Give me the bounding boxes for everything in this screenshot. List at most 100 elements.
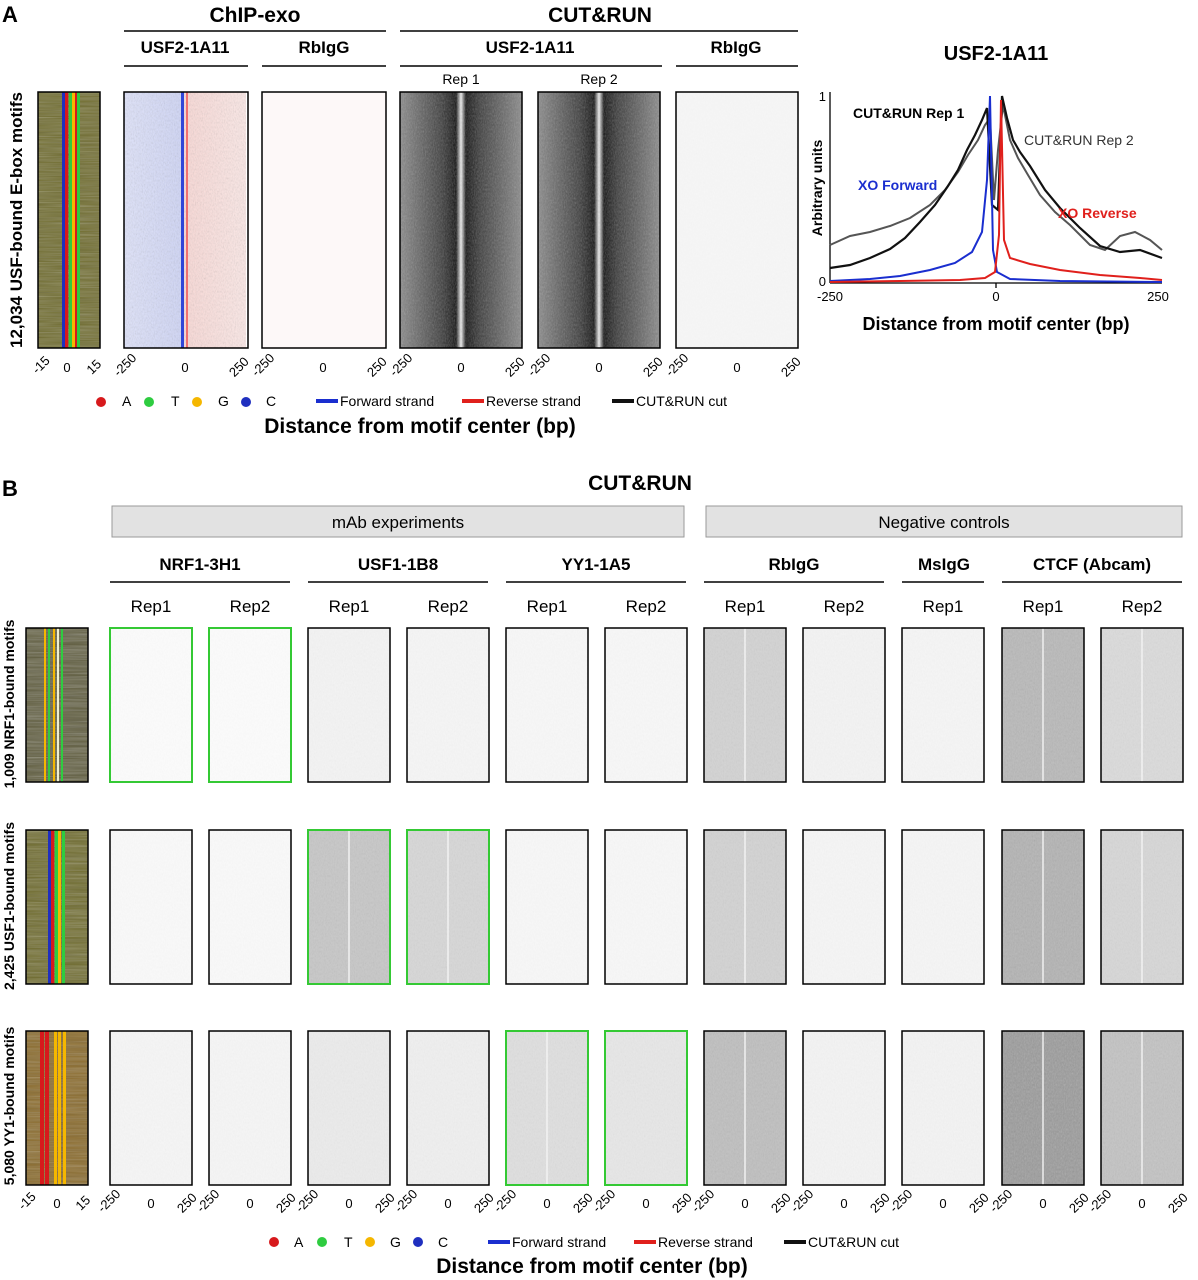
- heatmap-noise: [605, 1031, 687, 1185]
- tick-label: 250: [640, 354, 666, 380]
- tick-label: -250: [662, 350, 691, 379]
- tick-label: -250: [986, 1186, 1015, 1215]
- rep-labels: Rep1 Rep2 Rep1 Rep2 Rep1 Rep2 Rep1 Rep2 Rep1 Rep1…: [131, 597, 1163, 616]
- composite-plot: USF2-1A11 Arbitrary units 1 0 -250 0 250…: [809, 43, 1169, 334]
- tick-label: -250: [490, 1186, 519, 1215]
- panel-b: B CUT&RUN mAb experiments Negative contr…: [1, 472, 1191, 1278]
- heatmap-cell: [703, 829, 787, 985]
- heatmap-cell: [802, 1030, 886, 1186]
- heatmap-cell: [406, 829, 490, 985]
- panel-a-letter: A: [2, 2, 18, 27]
- tick-label: 0: [939, 1196, 946, 1211]
- heatmap-frame: [1001, 1030, 1085, 1186]
- legend-a: A T G C Forward strand Reverse strand CU…: [96, 393, 727, 409]
- heatmap-cell: [901, 829, 985, 985]
- heatmap-cell: [1001, 627, 1085, 783]
- heatmap-frame: [802, 627, 886, 783]
- heatmap-center-line: [744, 1031, 746, 1185]
- legend-label: G: [390, 1234, 401, 1250]
- heatmap-frame-highlight: [307, 829, 391, 985]
- legend-label: Forward strand: [340, 393, 434, 409]
- heatmap-frame: [901, 627, 985, 783]
- heatmap-cell: [208, 627, 292, 783]
- tick-label: -250: [248, 350, 277, 379]
- heatmap-cell: [109, 829, 193, 985]
- rep-label: Rep1: [131, 597, 172, 616]
- heatmap-cell: [109, 1030, 193, 1186]
- heatmap-frame: [802, 1030, 886, 1186]
- ytick-label: 0: [819, 274, 826, 289]
- antibody-ctcf: CTCF (Abcam): [1033, 555, 1151, 574]
- heatmap-center-line: [546, 1031, 548, 1185]
- heatmap-cr-igg: [675, 91, 799, 349]
- heatmap-cell: [703, 1030, 787, 1186]
- heatmap-frame: [307, 627, 391, 783]
- heatmap-frame-highlight: [109, 627, 193, 783]
- tick-label: 0: [1039, 1196, 1046, 1211]
- rep-label: Rep1: [329, 597, 370, 616]
- heatmap-frame: [406, 627, 490, 783]
- tick-label: 250: [364, 354, 390, 380]
- panel-b-xticks: -15 0 15 -250 0 250-250 0 250-250 0 250-250 0 25…: [15, 1186, 1191, 1215]
- tick-label: 0: [741, 1196, 748, 1211]
- rep-label: Rep1: [527, 597, 568, 616]
- heatmap-frame-highlight: [406, 829, 490, 985]
- panel-a-xticks: -15 0 15 -250 0 250-250 0 250-250 0 250-250 0 25…: [29, 350, 804, 379]
- heatmap-noise: [407, 628, 489, 782]
- antibody-usf1: USF1-1B8: [358, 555, 438, 574]
- heatmap-center-line: [1042, 628, 1044, 782]
- tick-label: 0: [642, 1196, 649, 1211]
- tick-label: 0: [840, 1196, 847, 1211]
- group-box-mab: [111, 505, 685, 538]
- tick-label: -250: [391, 1186, 420, 1215]
- heatmap-center-line: [744, 830, 746, 984]
- heatmap-cell: [307, 829, 391, 985]
- tick-label: 0: [345, 1196, 352, 1211]
- xtick-label: 0: [992, 289, 999, 304]
- tick-label: -250: [1085, 1186, 1114, 1215]
- heatmap-center-line: [1042, 1031, 1044, 1185]
- tick-label: 0: [147, 1196, 154, 1211]
- tick-label: -250: [589, 1186, 618, 1215]
- heatmap-cr-usf2-rep1: [399, 91, 523, 349]
- heatmap-noise: [209, 628, 291, 782]
- rep-label: Rep1: [923, 597, 964, 616]
- heatmap-noise: [506, 830, 588, 984]
- tick-label: 0: [53, 1196, 60, 1211]
- legend-label: CUT&RUN cut: [808, 1234, 899, 1250]
- heatmap-cr-usf2-rep2: [537, 91, 661, 349]
- panel-b-xlabel: Distance from motif center (bp): [436, 1255, 748, 1278]
- heatmap-frame: [1100, 1030, 1184, 1186]
- legend-b: A T G C Forward strand Reverse strand CU…: [269, 1234, 899, 1250]
- sequence-heatmap-nrf1: [25, 627, 89, 783]
- tick-label: 250: [778, 354, 804, 380]
- tick-label: 0: [319, 360, 326, 375]
- rep-label: Rep1: [1023, 597, 1064, 616]
- antibody-rbigg: RbIgG: [769, 555, 820, 574]
- heatmap-noise: [110, 628, 192, 782]
- rep-label: Rep2: [626, 597, 667, 616]
- antibody-nrf1: NRF1-3H1: [159, 555, 240, 574]
- tick-label: -250: [886, 1186, 915, 1215]
- legend-label: Reverse strand: [486, 393, 581, 409]
- heatmap-frame: [109, 1030, 193, 1186]
- tick-label: 0: [1138, 1196, 1145, 1211]
- tick-label: 15: [83, 356, 104, 377]
- heatmap-frame: [109, 829, 193, 985]
- legend-dot-g: [192, 397, 202, 407]
- label-rep1: CUT&RUN Rep 1: [853, 105, 964, 121]
- tick-label: 250: [226, 354, 252, 380]
- composite-ylabel: Arbitrary units: [809, 140, 825, 237]
- legend-dot-t: [317, 1237, 327, 1247]
- row-label-yy1: 5,080 YY1-bound motifs: [1, 1027, 17, 1186]
- group-box-neg: [705, 505, 1183, 538]
- heatmap-frame-highlight: [505, 1030, 589, 1186]
- legend-label: Reverse strand: [658, 1234, 753, 1250]
- heatmap-frame: [1001, 829, 1085, 985]
- group-chipexo-title: ChIP-exo: [209, 4, 300, 27]
- legend-label: A: [122, 393, 132, 409]
- heatmap-cell: [1001, 1030, 1085, 1186]
- legend-dot-g: [365, 1237, 375, 1247]
- heatmap-cell: [901, 1030, 985, 1186]
- col-title-exo-igg: RbIgG: [299, 38, 350, 57]
